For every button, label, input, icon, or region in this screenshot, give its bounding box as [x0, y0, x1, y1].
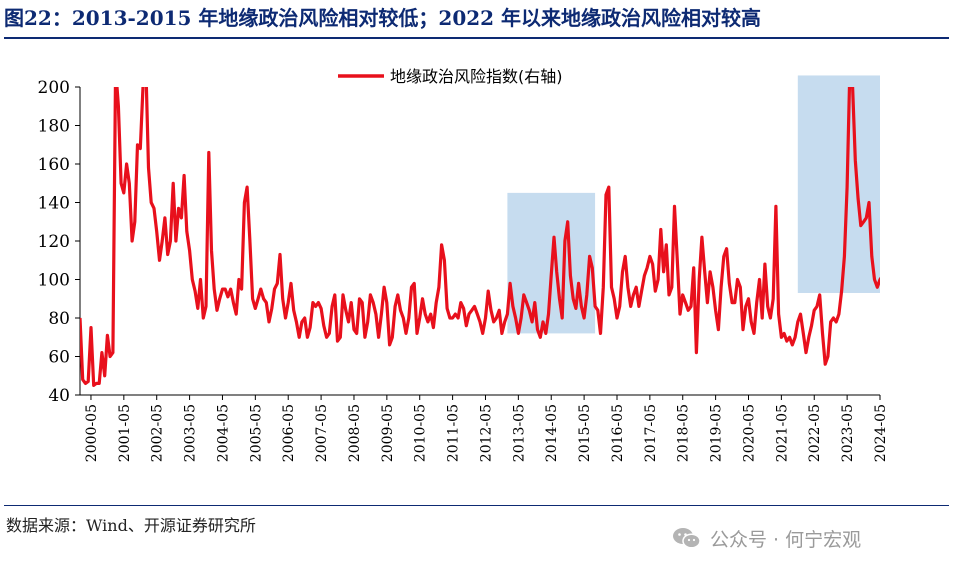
x-tick-label: 2002-05	[150, 404, 166, 462]
y-tick-label: 40	[48, 386, 70, 406]
y-tick-label: 180	[38, 117, 70, 137]
y-tick-label: 60	[48, 348, 70, 368]
x-tick-label: 2006-05	[281, 404, 297, 462]
watermark: 公众号 · 何宁宏观	[672, 524, 861, 552]
x-tick-label: 2014-05	[544, 404, 560, 462]
x-tick-label: 2003-05	[183, 404, 199, 462]
x-tick-label: 2016-05	[610, 404, 626, 462]
source-divider	[4, 505, 949, 506]
watermark-text: 公众号 · 何宁宏观	[710, 528, 862, 551]
chart-axes: 40 60 80 100 120 140 160 180 200 2000-05 2001-05 20…	[38, 78, 889, 462]
x-tick-label: 2001-05	[117, 404, 133, 462]
y-tick-label: 160	[38, 155, 70, 175]
x-tick-label: 2011-05	[446, 404, 462, 462]
title-divider	[4, 37, 949, 39]
y-tick-label: 140	[38, 194, 70, 214]
x-tick-label: 2019-05	[709, 404, 725, 462]
x-tick-label: 2015-05	[577, 404, 593, 462]
chart-legend: 地缘政治风险指数(右轴)	[338, 67, 563, 86]
line-chart: 40 60 80 100 120 140 160 180 200 2000-05 2001-05 20…	[38, 67, 889, 462]
x-tick-label: 2005-05	[248, 404, 264, 462]
x-tick-label: 2009-05	[380, 404, 396, 462]
x-tick-label: 2010-05	[413, 404, 429, 462]
highlight-band	[797, 75, 880, 293]
series-line	[80, 87, 880, 387]
x-tick-label: 2007-05	[314, 404, 330, 462]
highlight-bands	[507, 75, 880, 334]
x-tick-label: 2022-05	[807, 404, 823, 462]
y-tick-label: 100	[38, 271, 70, 291]
x-tick-label: 2013-05	[511, 404, 527, 462]
y-tick-label: 80	[48, 309, 70, 329]
x-tick-label: 2021-05	[774, 404, 790, 462]
x-tick-label: 2020-05	[741, 404, 757, 462]
y-tick-label: 200	[38, 78, 70, 98]
x-tick-label: 2000-05	[84, 404, 100, 462]
x-tick-label: 2008-05	[347, 404, 363, 462]
wechat-icon	[673, 528, 701, 549]
source-note: 数据来源：Wind、开源证券研究所	[6, 516, 256, 535]
x-tick-label: 2004-05	[215, 404, 231, 462]
figure-title: 图22：2013-2015 年地缘政治风险相对较低；2022 年以来地缘政治风险…	[4, 6, 762, 30]
x-tick-label: 2012-05	[478, 404, 494, 462]
legend-label: 地缘政治风险指数(右轴)	[390, 67, 563, 86]
x-tick-label: 2024-05	[873, 404, 889, 462]
y-tick-label: 120	[38, 232, 70, 252]
x-tick-label: 2018-05	[676, 404, 692, 462]
x-tick-label: 2017-05	[643, 404, 659, 462]
series-lines	[80, 87, 880, 387]
x-tick-label: 2023-05	[840, 404, 856, 462]
